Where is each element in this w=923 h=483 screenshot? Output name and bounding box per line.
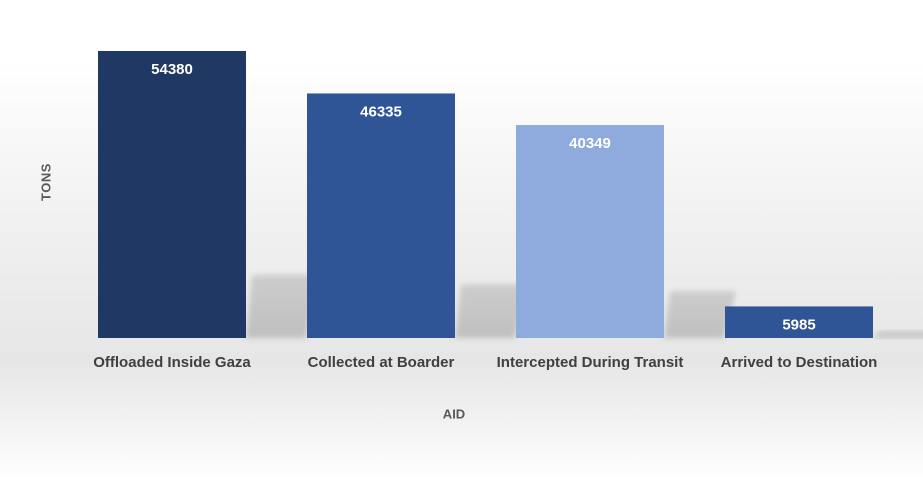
category-label-intercepted-during-transit: Intercepted During Transit [497, 354, 684, 371]
bar-shadow-arrived-to-destination [873, 331, 923, 338]
bar-shadow-collected-at-boarder [455, 284, 527, 338]
bar-shadow-intercepted-during-transit [664, 291, 736, 338]
y-axis-label: TONS [38, 163, 54, 201]
bar-arrived-to-destination [725, 306, 873, 338]
x-axis-label: AID [442, 406, 466, 422]
data-label-offloaded-inside-gaza: 54380 [151, 61, 193, 78]
category-label-collected-at-boarder: Collected at Boarder [308, 354, 455, 371]
category-label-arrived-to-destination: Arrived to Destination [721, 354, 878, 371]
bar-offloaded-inside-gaza [98, 51, 246, 338]
data-label-intercepted-during-transit: 40349 [569, 135, 611, 152]
data-label-arrived-to-destination: 5985 [782, 316, 815, 333]
bar-collected-at-boarder [307, 93, 455, 339]
data-label-collected-at-boarder: 46335 [360, 103, 402, 120]
bar-shadow-offloaded-inside-gaza [246, 274, 318, 338]
bar-intercepted-during-transit [516, 125, 664, 339]
category-label-offloaded-inside-gaza: Offloaded Inside Gaza [93, 354, 251, 371]
